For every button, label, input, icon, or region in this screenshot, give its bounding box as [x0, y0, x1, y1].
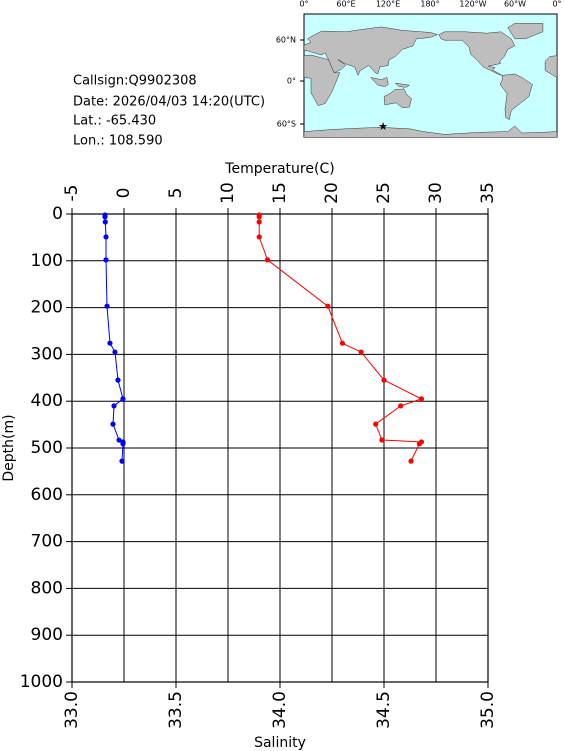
land: [499, 73, 533, 121]
land: [507, 23, 544, 40]
profile-point: [102, 214, 108, 220]
x2-tick-label: -5: [62, 185, 82, 202]
land: [370, 77, 389, 87]
land: [383, 88, 412, 108]
profile-point: [256, 214, 262, 220]
date: Date: 2026/04/03 14:20(UTC): [73, 95, 265, 110]
profile-point: [120, 441, 126, 447]
profile-point: [379, 437, 385, 443]
profile-point: [381, 377, 387, 383]
y-axis-title: Depth(m): [1, 414, 17, 481]
x-axis-title: Salinity: [254, 735, 306, 751]
x2-tick-label: 35: [478, 182, 498, 204]
profile-point: [256, 234, 262, 240]
profile-point: [418, 396, 425, 402]
profile-point: [103, 257, 109, 263]
x-tick-label: 35.0: [478, 691, 498, 729]
map-lat-label: 0°: [287, 77, 296, 86]
x-tick-label: 34.5: [374, 691, 394, 729]
profile-point: [115, 377, 121, 383]
x2-tick-label: 25: [374, 182, 394, 204]
profile-point: [112, 349, 118, 355]
profile-point: [264, 257, 271, 263]
profile-point: [120, 396, 126, 402]
map-lat-label: 60°N: [276, 36, 296, 45]
x2-tick-label: 0: [114, 188, 134, 199]
x-tick-label: 33.5: [166, 691, 186, 729]
profile-point: [103, 234, 109, 240]
location-map: ★ 0° 60°E 120°E 180° 120°W 60°W 0° 60°N 0° 60°S: [276, 0, 562, 138]
y-tick-label: 600: [31, 485, 63, 505]
profile-point: [119, 458, 125, 464]
x2-tick-label: 10: [218, 182, 238, 204]
profile-point: [325, 303, 331, 309]
y-tick-label: 700: [31, 532, 63, 552]
profile-point: [339, 340, 345, 346]
map-lon-label: 60°W: [504, 0, 526, 9]
longitude: Lon.: 108.590: [73, 134, 163, 149]
plot-frame: [71, 213, 489, 683]
x-tick-label: 33.0: [62, 691, 82, 729]
y-tick-label: 400: [31, 391, 63, 411]
y-tick-label: 800: [31, 578, 63, 598]
map-lon-label: 120°E: [376, 0, 400, 9]
x2-tick-label: 5: [166, 188, 186, 199]
map-lon-label: 60°E: [336, 0, 355, 9]
land: [394, 82, 411, 88]
x-tick-label: 34.0: [270, 691, 290, 729]
profile-point: [398, 403, 404, 409]
profile-point: [107, 340, 113, 346]
y-tick-label: 100: [31, 251, 63, 271]
profile-point: [104, 303, 110, 309]
profile-point: [116, 437, 122, 443]
y-tick-label: 200: [31, 298, 63, 318]
latitude: Lat.: -65.430: [73, 114, 156, 129]
profile-point: [102, 219, 108, 225]
y-tick-label: 900: [31, 625, 63, 645]
x2-tick-label: 20: [322, 182, 342, 204]
map-lon-label: 0°: [299, 0, 308, 9]
map-lon-label: 120°W: [459, 0, 486, 9]
callsign: Callsign:Q9902308: [73, 74, 197, 89]
map-lon-label: 180°: [420, 0, 439, 9]
x2-tick-label: 15: [270, 182, 290, 204]
y-tick-label: 0: [52, 204, 63, 224]
profile-point: [416, 441, 422, 447]
x2-axis-title: Temperature(C): [224, 161, 334, 177]
land: [438, 31, 516, 76]
map-lat-label: 60°S: [277, 120, 296, 129]
land: [304, 26, 439, 77]
y-tick-label: 1000: [20, 672, 63, 692]
profile-point: [408, 458, 414, 464]
x2-tick-label: 30: [426, 182, 446, 204]
y-tick-label: 300: [31, 344, 63, 364]
profile-point: [373, 421, 379, 427]
map-lon-label: 0°: [552, 0, 561, 9]
profile-point: [110, 421, 116, 427]
land: [304, 54, 341, 106]
profile-point: [256, 219, 262, 225]
y-tick-label: 500: [31, 438, 63, 458]
profile-line: [258, 214, 423, 462]
land: [544, 55, 557, 78]
location-star: ★: [378, 120, 388, 133]
land: [304, 125, 557, 137]
profile-point: [111, 403, 117, 409]
profile-point: [358, 349, 364, 355]
